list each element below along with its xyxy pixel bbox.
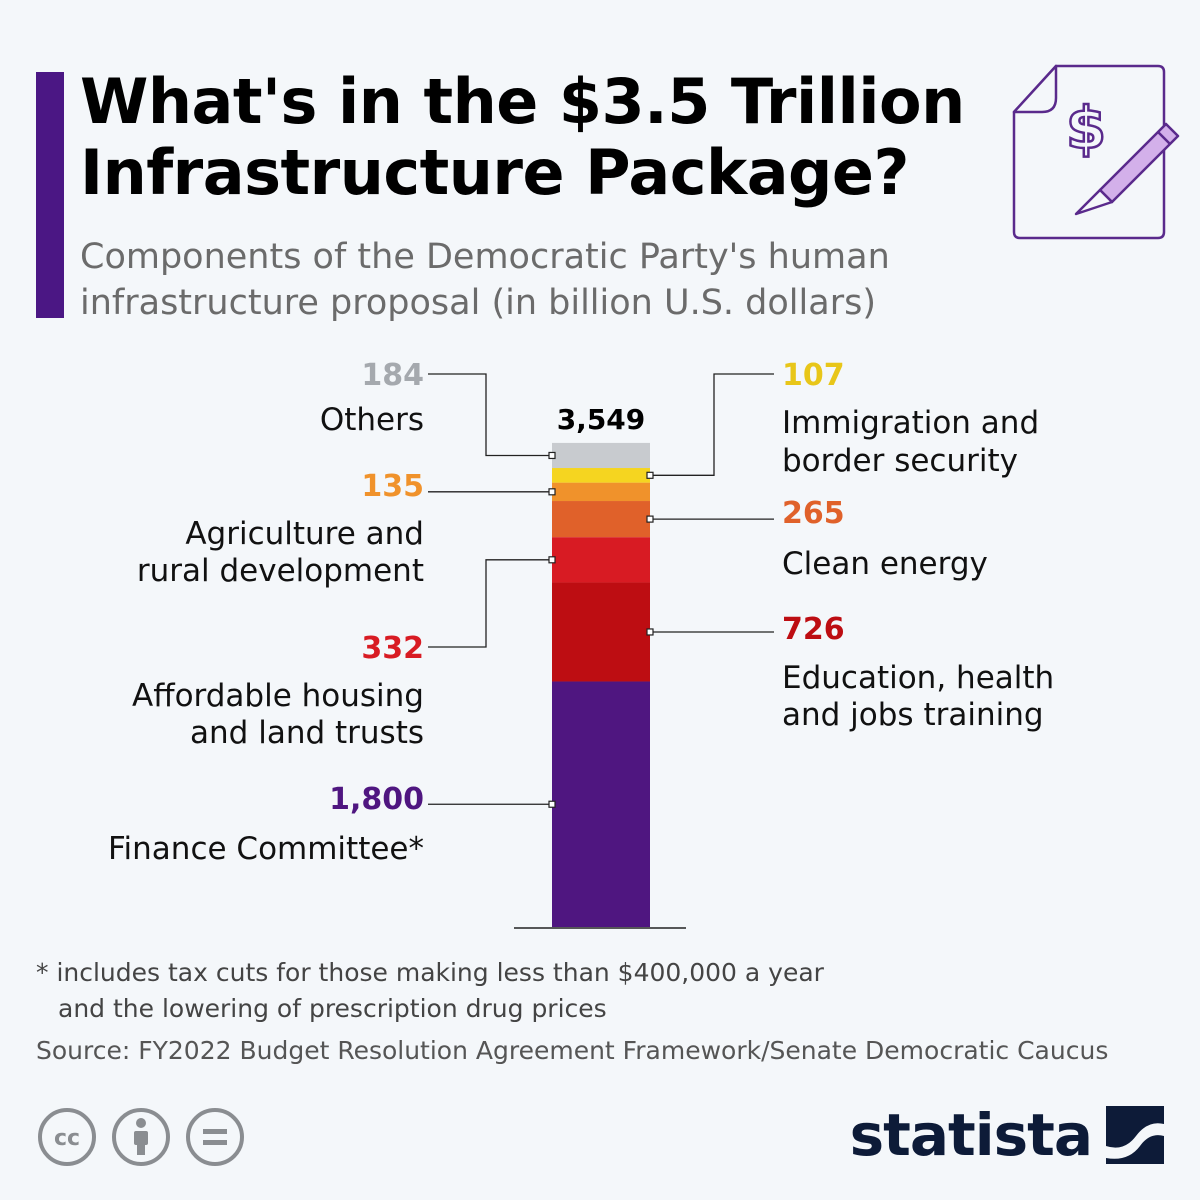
statista-mark-icon [1106,1106,1164,1164]
footnote-line-1: * includes tax cuts for those making les… [36,958,824,987]
page-subtitle: Components of the Democratic Party's hum… [80,234,960,326]
dollar-document-pencil-icon: $ [1012,64,1180,240]
bar-segment [552,442,650,469]
value-label: 184 [361,358,424,393]
title-accent-bar [36,72,64,318]
category-label: Affordable housing [132,678,424,714]
svg-text:cc: cc [54,1126,80,1151]
footnote-line-2: and the lowering of prescription drug pr… [58,994,607,1023]
leader-marker [548,800,556,808]
title-line-2: Infrastructure Package? [80,136,909,209]
svg-text:$: $ [1066,94,1106,162]
leader-marker [548,488,556,496]
statista-logo[interactable]: statista [850,1100,1164,1170]
bar-segment [552,537,650,583]
category-label: Finance Committee* [108,831,424,867]
page-title: What's in the $3.5 Trillion Infrastructu… [80,66,980,208]
footnote: * includes tax cuts for those making les… [36,955,936,1027]
leader-line [650,373,774,476]
bar-segment [552,582,650,682]
attribution-icon[interactable] [112,1108,170,1166]
leader-marker [548,451,556,460]
category-label: and jobs training [782,697,1044,733]
value-label: 1,800 [329,782,424,817]
value-label: 726 [782,612,845,647]
bar-segment [552,501,650,538]
total-label: 3,549 [557,403,646,436]
value-label: 332 [361,631,424,666]
category-label: Clean energy [782,546,988,582]
leader-line [428,373,552,457]
bar-segment [552,468,650,483]
category-label: Education, health [782,660,1054,696]
bar-segment [552,681,650,927]
license-icons: cc [38,1108,244,1166]
category-label: and land trusts [190,715,424,751]
leader-marker [646,515,654,523]
leader-marker [646,471,654,479]
subtitle-line-1: Components of the Democratic Party's hum… [80,237,890,277]
value-label: 135 [361,469,424,504]
category-label: Others [320,402,424,438]
title-line-1: What's in the $3.5 Trillion [80,65,965,138]
value-label: 107 [782,358,845,393]
category-label: rural development [137,553,424,589]
no-derivatives-icon[interactable] [186,1108,244,1166]
cc-icon[interactable]: cc [38,1108,96,1166]
category-label: Agriculture and [185,516,424,552]
category-label: border security [782,443,1018,479]
subtitle-line-2: infrastructure proposal (in billion U.S.… [80,283,876,323]
brand-name: statista [849,1101,1093,1169]
leader-marker [646,628,654,636]
leader-line [428,559,552,648]
value-label: 265 [782,496,845,531]
source-note: Source: FY2022 Budget Resolution Agreeme… [36,1036,1109,1065]
bar-segment [552,482,650,502]
category-label: Immigration and [782,405,1039,441]
stacked-bar-chart: 1,800 Finance Committee* 726 Education, hea… [108,358,1054,929]
leader-marker [548,556,556,564]
